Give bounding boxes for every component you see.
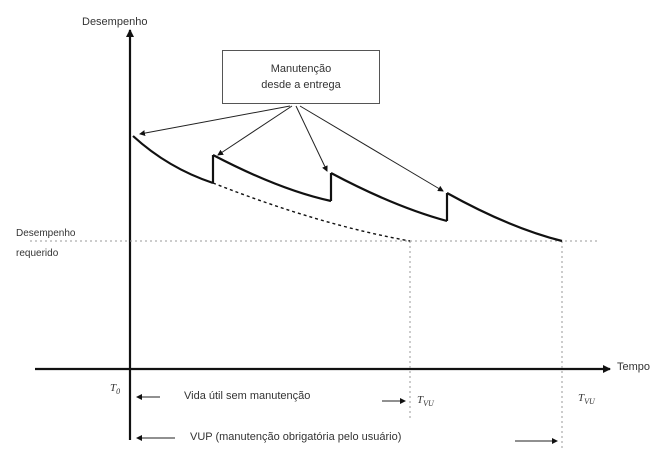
t0-main: T xyxy=(110,382,117,394)
threshold-label-line2: requerido xyxy=(16,248,59,259)
maintenance-callout-box: Manutenção desde a entrega xyxy=(222,50,380,104)
tvu2-main: T xyxy=(578,392,585,404)
tvu2-sub: VU xyxy=(584,397,595,407)
t0-label: T0 xyxy=(110,382,120,397)
y-axis-label: Desempenho xyxy=(82,16,148,28)
callout-line1: Manutenção xyxy=(270,62,332,75)
x-axis-label: Tempo xyxy=(617,361,651,373)
vup-label: VUP (manutenção obrigatória pelo usuário… xyxy=(190,431,402,443)
maintenance-curve-seg3 xyxy=(330,172,448,223)
threshold-label-line1: Desempenho xyxy=(16,228,76,239)
tvu1-main: T xyxy=(417,394,424,406)
no-maintenance-curve xyxy=(212,182,411,242)
maintenance-curve-seg2 xyxy=(212,154,332,203)
maintenance-curve-seg4 xyxy=(446,192,563,243)
life-no-maintenance-label: Vida útil sem manutenção xyxy=(184,390,311,402)
callout-arrow-4 xyxy=(299,105,444,192)
maintenance-curve-seg1 xyxy=(132,135,214,185)
t0-sub: 0 xyxy=(116,387,121,397)
tvu2-label: TVU xyxy=(578,392,595,407)
callout-line2: desde a entrega xyxy=(261,79,341,91)
tvu1-label: TVU xyxy=(417,394,434,409)
callout-arrow-1 xyxy=(139,105,291,137)
callout-arrow-3 xyxy=(295,105,328,172)
tvu1-sub: VU xyxy=(423,399,434,409)
callout-arrow-2 xyxy=(217,105,293,156)
